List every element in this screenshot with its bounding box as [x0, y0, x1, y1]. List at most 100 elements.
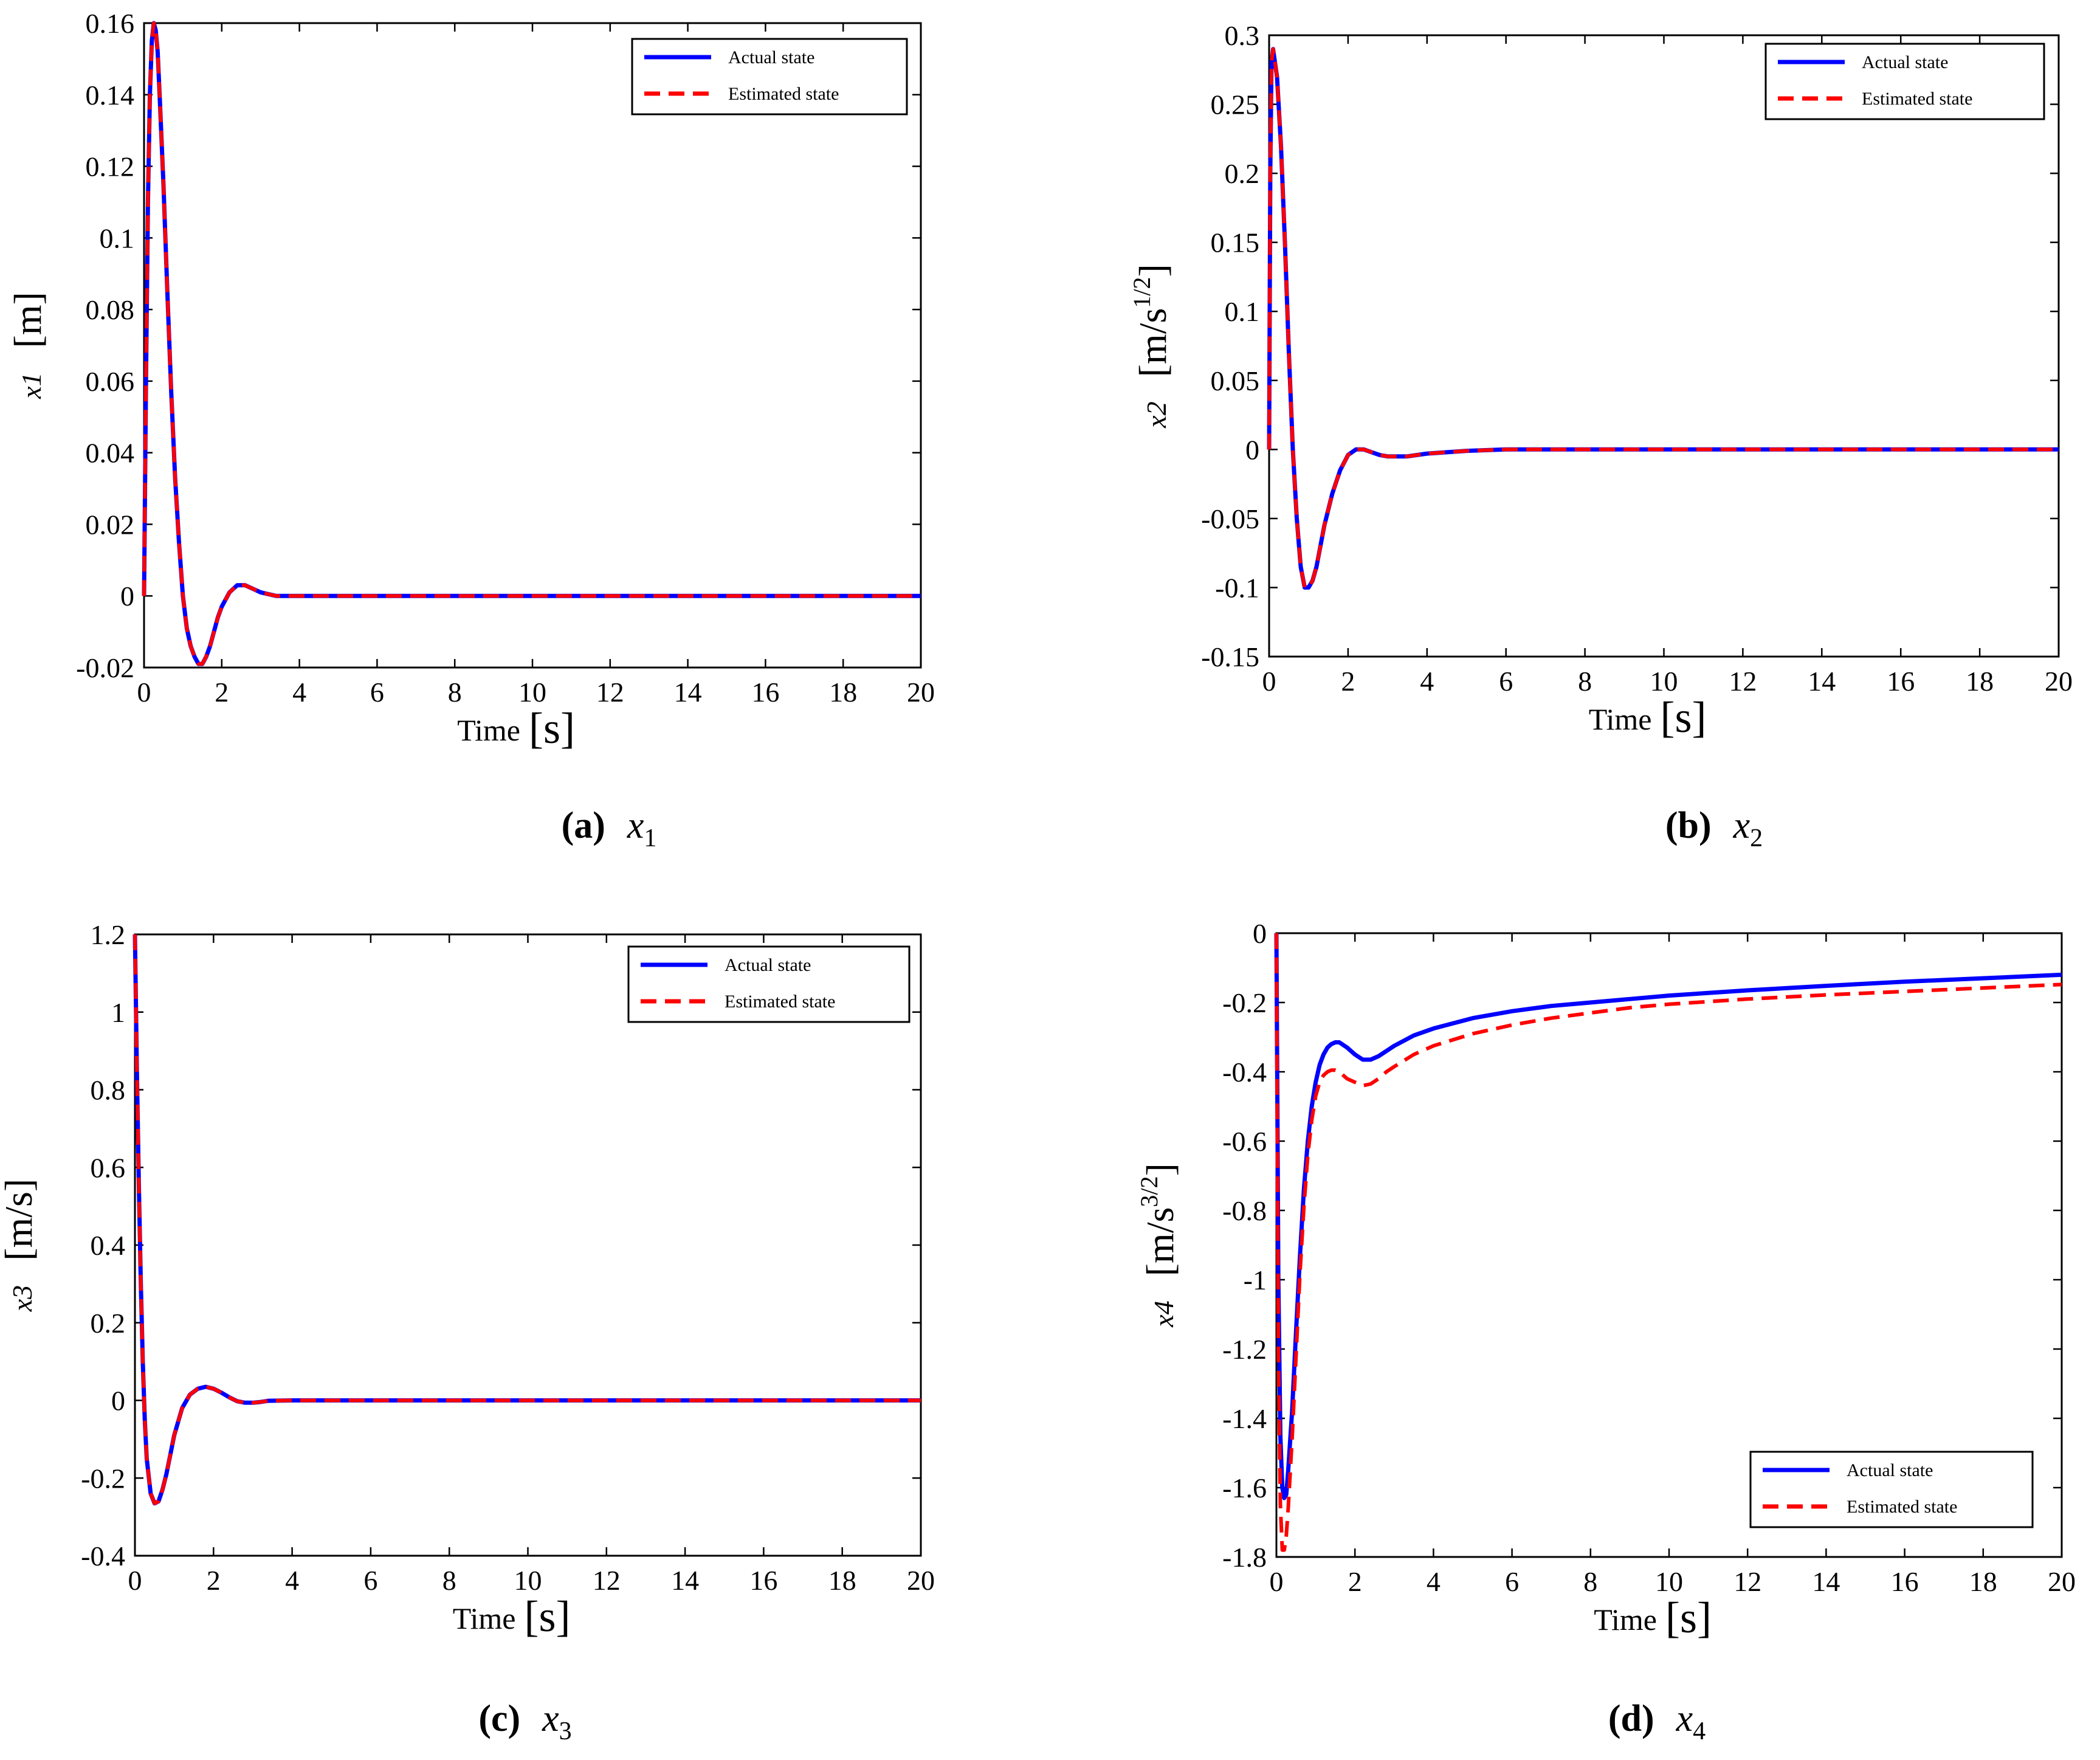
y-tick-label: -1.8 [1222, 1542, 1267, 1573]
x-tick-label: 8 [448, 677, 462, 708]
y-tick-label: 0.08 [86, 294, 135, 325]
legend-label: Actual state [725, 955, 811, 975]
y-tick-label: 0.2 [91, 1308, 126, 1339]
y-tick-label: -0.1 [1215, 572, 1259, 603]
x-tick-label: 2 [207, 1565, 221, 1596]
plot-frame [143, 22, 922, 669]
caption-symbol: x [627, 805, 644, 846]
legend: Actual state Estimated state [1764, 43, 2045, 120]
y-tick-label: 0.25 [1211, 89, 1260, 120]
y-tick-label: 0.16 [86, 8, 135, 39]
y-axis-unit: [m/s [1131, 308, 1174, 378]
series-line-actual [142, 21, 921, 666]
caption-symbol: x [1733, 805, 1751, 846]
y-axis-label-text: x1 [m] [6, 292, 49, 399]
x-tick-label: 18 [1969, 1566, 1997, 1597]
legend-label: Estimated state [728, 84, 839, 104]
x-tick-label: 6 [1499, 666, 1513, 697]
y-tick-label: 0.12 [86, 151, 135, 182]
x-tick-label: 12 [1733, 1566, 1761, 1597]
y-axis-label: x4 [m/s3/2] [1135, 1163, 1182, 1328]
plot-frame [1268, 34, 2060, 658]
x-axis-label: Time [s] [1594, 1593, 1712, 1642]
x-tick-label: 16 [1891, 1566, 1919, 1597]
y-tick-label: -0.4 [1222, 1057, 1267, 1088]
x-tick-label: 18 [829, 677, 857, 708]
x-tick-label: 14 [1812, 1566, 1840, 1597]
series-line-estimated [1275, 933, 2062, 1552]
y-axis-unit-close: ] [1131, 264, 1174, 277]
y-axis-variable: x1 [16, 372, 47, 399]
x-axis-label-word: Time [1589, 702, 1652, 736]
legend-label: Actual state [1847, 1460, 1933, 1480]
y-tick-label: 0.15 [1211, 227, 1260, 258]
legend-label: Estimated state [1847, 1497, 1957, 1517]
x-tick-label: 0 [1270, 1566, 1284, 1597]
caption-subscript: 2 [1750, 824, 1763, 852]
legend-label: Actual state [728, 47, 814, 67]
panel-caption: (c) x3 [478, 1698, 571, 1745]
y-axis-unit-close: ] [1138, 1163, 1182, 1176]
y-axis-label: x1 [m] [6, 292, 49, 399]
y-tick-label: 0.1 [1225, 296, 1260, 327]
y-tick-label: -0.05 [1201, 503, 1259, 534]
caption-letter: (c) [478, 1698, 520, 1739]
x-tick-label: 6 [363, 1565, 377, 1596]
x-axis-label: Time [s] [1589, 693, 1707, 742]
caption-symbol: x [1676, 1698, 1693, 1739]
x-axis-label-word: Time [453, 1601, 516, 1635]
y-tick-label: -0.8 [1222, 1195, 1267, 1226]
y-tick-label: -0.02 [76, 652, 134, 683]
x-axis-label-word: Time [457, 713, 520, 747]
y-tick-label: 1 [111, 997, 125, 1028]
y-tick-label: 0.05 [1211, 365, 1260, 396]
caption-symbol: x [542, 1698, 559, 1739]
y-axis-variable: x2 [1141, 401, 1172, 428]
x-tick-label: 16 [749, 1565, 777, 1596]
y-tick-label: 0.2 [1225, 158, 1260, 189]
x-axis-label-unit: [s] [525, 1592, 571, 1641]
x-tick-label: 6 [370, 677, 384, 708]
x-tick-label: 12 [1729, 666, 1757, 697]
legend-box [1764, 43, 2045, 120]
x-tick-label: 20 [2045, 666, 2073, 697]
legend: Actual state Estimated state [631, 38, 908, 116]
x-axis-label-word: Time [1594, 1603, 1657, 1637]
y-axis-label-text: x3 [m/s] [0, 1179, 40, 1313]
x-tick-label: 10 [1650, 666, 1678, 697]
x-tick-label: 4 [1427, 1566, 1441, 1597]
legend: Actual state Estimated state [627, 945, 911, 1023]
y-tick-label: -1.2 [1222, 1334, 1267, 1365]
x-tick-label: 10 [518, 677, 546, 708]
y-axis-label-text: x4 [m/s3/2] [1135, 1163, 1182, 1328]
legend-label: Estimated state [1862, 89, 1972, 109]
y-tick-label: -0.6 [1222, 1126, 1267, 1157]
x-tick-label: 10 [1655, 1566, 1683, 1597]
y-axis-unit: [m/s [1138, 1207, 1182, 1277]
y-tick-label: 0 [120, 581, 134, 612]
caption-letter: (b) [1665, 805, 1712, 846]
legend: Actual state Estimated state [1749, 1451, 2034, 1528]
x-axis-label-unit: [s] [1661, 693, 1707, 742]
x-tick-label: 20 [907, 677, 935, 708]
x-tick-label: 4 [285, 1565, 299, 1596]
y-tick-label: -0.15 [1201, 641, 1259, 672]
plot-frame [134, 933, 922, 1557]
x-tick-label: 0 [137, 677, 151, 708]
x-tick-label: 0 [1262, 666, 1276, 697]
y-tick-label: 0.06 [86, 366, 135, 397]
y-axis-unit-exponent: 3/2 [1135, 1176, 1163, 1207]
legend-label: Actual state [1862, 52, 1948, 72]
x-tick-label: 8 [1583, 1566, 1597, 1597]
x-tick-label: 4 [1420, 666, 1434, 697]
y-tick-label: -1 [1244, 1265, 1267, 1296]
x-tick-label: 20 [907, 1565, 935, 1596]
x-tick-label: 10 [514, 1565, 542, 1596]
y-tick-label: -0.4 [81, 1541, 125, 1572]
x-tick-label: 2 [215, 677, 229, 708]
y-tick-label: 1.2 [91, 919, 126, 950]
y-tick-label: 0.4 [91, 1230, 126, 1261]
y-axis-unit-exponent: 1/2 [1128, 277, 1155, 308]
y-tick-label: 0.1 [100, 223, 135, 254]
